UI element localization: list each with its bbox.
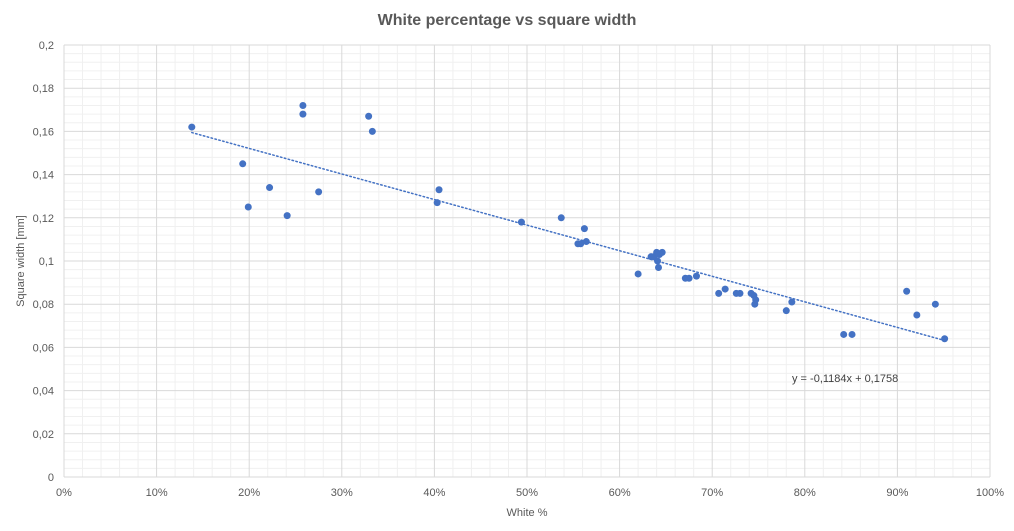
y-tick-label: 0,14	[33, 170, 54, 182]
data-point	[634, 270, 642, 278]
y-tick-label: 0	[48, 472, 54, 484]
y-tick-label: 0,02	[33, 429, 54, 441]
x-axis-tick-labels: 0% 10% 20% 30% 40% 50% 60% 70% 80% 90% 100%	[56, 487, 1004, 499]
data-point	[582, 238, 590, 246]
data-point	[752, 296, 760, 304]
data-point	[685, 274, 693, 282]
trendline-equation: y = -0,1184x + 0,1758	[792, 373, 898, 385]
x-tick-label: 90%	[886, 487, 908, 499]
data-point	[941, 335, 949, 343]
x-tick-label: 100%	[976, 487, 1004, 499]
y-tick-label: 0,1	[39, 256, 54, 268]
data-point	[365, 112, 373, 120]
data-point	[188, 123, 196, 131]
x-tick-label: 10%	[146, 487, 168, 499]
data-point	[721, 285, 729, 293]
x-axis-label: White %	[507, 507, 548, 519]
x-tick-label: 60%	[609, 487, 631, 499]
data-point	[782, 307, 790, 315]
y-tick-label: 0,2	[39, 40, 54, 52]
x-tick-label: 40%	[423, 487, 445, 499]
data-point	[931, 300, 939, 308]
data-points	[188, 101, 949, 343]
chart-title: White percentage vs square width	[378, 12, 637, 29]
data-point	[266, 184, 274, 192]
data-point	[848, 330, 856, 338]
major-gridlines	[63, 44, 991, 478]
data-point	[736, 289, 744, 297]
data-point	[654, 257, 662, 265]
y-axis-label: Square width [mm]	[15, 215, 27, 307]
data-point	[692, 272, 700, 280]
y-tick-label: 0,18	[33, 83, 54, 95]
y-tick-label: 0,12	[33, 213, 54, 225]
trendline	[191, 131, 946, 342]
data-point	[433, 199, 441, 207]
y-axis-tick-labels: 0 0,02 0,04 0,06 0,08 0,1 0,12 0,14 0,16 0,18 0,2	[33, 40, 54, 484]
data-point	[315, 188, 323, 196]
x-tick-label: 30%	[331, 487, 353, 499]
data-point	[244, 203, 252, 211]
y-tick-label: 0,06	[33, 342, 54, 354]
data-point	[517, 218, 525, 226]
data-point	[368, 127, 376, 135]
x-tick-label: 70%	[701, 487, 723, 499]
data-point	[913, 311, 921, 319]
y-tick-label: 0,16	[33, 126, 54, 138]
data-point	[299, 101, 307, 109]
data-point	[239, 160, 247, 168]
data-point	[580, 225, 588, 233]
data-point	[283, 212, 291, 220]
data-point	[903, 287, 911, 295]
data-point	[299, 110, 307, 118]
data-point	[788, 298, 796, 306]
x-tick-label: 20%	[238, 487, 260, 499]
data-point	[658, 248, 666, 256]
y-tick-label: 0,04	[33, 386, 54, 398]
x-tick-label: 80%	[794, 487, 816, 499]
data-point	[577, 240, 585, 248]
data-point	[435, 186, 443, 194]
data-point	[715, 289, 723, 297]
x-tick-label: 0%	[56, 487, 72, 499]
data-point	[557, 214, 565, 222]
data-point	[654, 263, 662, 271]
x-tick-label: 50%	[516, 487, 538, 499]
y-tick-label: 0,08	[33, 299, 54, 311]
trendline-layer	[191, 131, 946, 342]
data-point	[840, 330, 848, 338]
